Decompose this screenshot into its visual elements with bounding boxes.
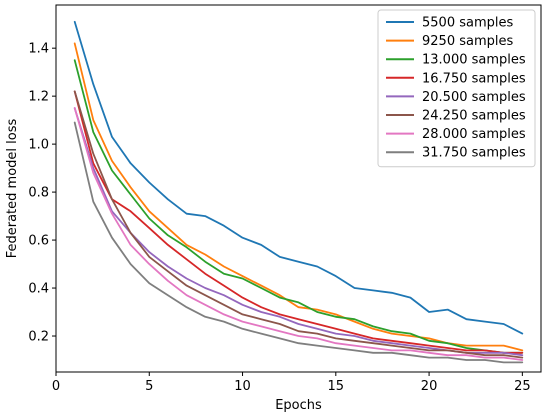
series-line-8 xyxy=(73,121,524,364)
y-tick-label: 0.4 xyxy=(28,282,49,297)
series-line-4 xyxy=(73,90,524,354)
x-tick-label: 10 xyxy=(234,379,251,394)
y-axis-ticks: 0.2 0.4 0.6 0.8 1.0 1.2 1.4 xyxy=(28,42,56,345)
x-tick-label: 5 xyxy=(145,379,153,394)
y-tick-label: 0.8 xyxy=(28,186,49,201)
y-tick-label: 0.2 xyxy=(28,330,49,345)
x-tick-label: 0 xyxy=(52,379,60,394)
legend-label: 9250 samples xyxy=(422,34,513,49)
x-axis-ticks: 0 5 10 15 20 25 xyxy=(52,372,531,394)
series-line-7 xyxy=(73,107,524,361)
legend-label: 31.750 samples xyxy=(422,146,526,161)
legend-label: 24.250 samples xyxy=(422,109,526,124)
x-tick-label: 20 xyxy=(421,379,438,394)
plot-frame xyxy=(55,4,542,373)
y-tick-label: 1.0 xyxy=(28,138,49,153)
y-tick-label: 1.4 xyxy=(28,42,49,57)
series-line-6 xyxy=(73,90,524,359)
legend-label: 28.000 samples xyxy=(422,127,526,142)
legend-items: 5500 samples 9250 samples 13.000 samples 16… xyxy=(386,16,526,161)
y-tick-label: 1.2 xyxy=(28,90,49,105)
series-lines xyxy=(73,20,524,364)
legend-label: 13.000 samples xyxy=(422,53,526,68)
series-line-1 xyxy=(73,20,524,335)
y-tick-label: 0.6 xyxy=(28,234,49,249)
series-line-3 xyxy=(73,59,524,354)
x-axis-label: Epochs xyxy=(275,398,322,413)
legend: 5500 samples 9250 samples 13.000 samples 16… xyxy=(377,9,536,168)
x-tick-label: 25 xyxy=(514,379,531,394)
legend-label: 16.750 samples xyxy=(422,71,526,86)
legend-label: 5500 samples xyxy=(422,16,513,31)
x-tick-label: 15 xyxy=(328,379,345,394)
legend-box xyxy=(377,9,536,168)
y-axis-label: Federated model loss xyxy=(5,119,20,259)
legend-label: 20.500 samples xyxy=(422,90,526,105)
